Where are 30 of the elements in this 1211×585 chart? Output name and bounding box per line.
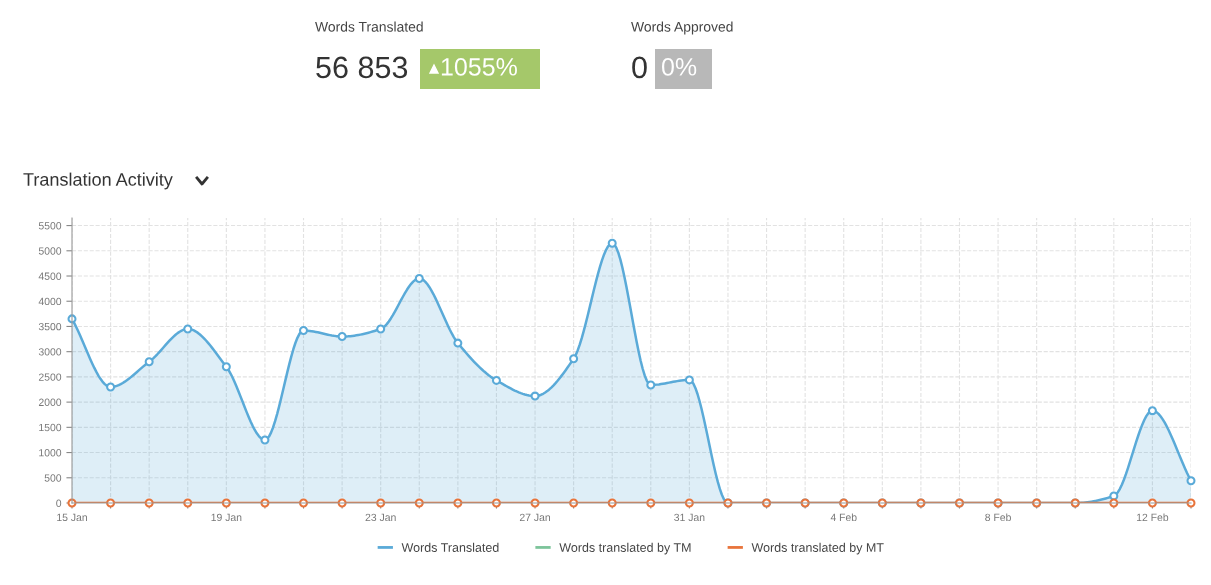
y-tick-label: 1500 — [39, 423, 62, 432]
text: Words Approved — [631, 21, 733, 35]
x-tick-label: 4 Feb — [830, 513, 857, 522]
y-tick-label: 0 — [56, 499, 62, 507]
y-tick-label: 2000 — [38, 398, 62, 406]
text: 56 853 — [316, 56, 408, 79]
text: Words Translated — [315, 21, 423, 32]
x-tick-label: 23 Jan — [365, 513, 396, 522]
chart-title: Translation Activity — [23, 172, 173, 190]
x-tick-label: 15 Jan — [57, 513, 87, 522]
y-tick-label: 2500 — [38, 373, 62, 381]
y-tick-label: 4500 — [38, 272, 62, 280]
x-tick-label: 31 Jan — [674, 513, 705, 522]
text: 1055% — [441, 58, 517, 76]
legend-label: Words translated by MT — [751, 542, 884, 555]
text: 0% — [661, 58, 697, 76]
legend-label: Words Translated — [401, 542, 499, 552]
x-tick-label: 19 Jan — [211, 513, 242, 522]
x-tick-label: 8 Feb — [985, 513, 1011, 522]
x-tick-label: 27 Jan — [519, 513, 550, 522]
y-tick-label: 3000 — [38, 348, 62, 356]
y-tick-label: 5000 — [38, 247, 62, 255]
y-tick-label: 5500 — [38, 222, 62, 230]
text: 0 — [632, 56, 647, 79]
x-tick-label: 12 Feb — [1136, 513, 1169, 522]
y-tick-label: 500 — [44, 474, 62, 482]
y-tick-label: 4000 — [38, 297, 62, 306]
y-tick-label: 1000 — [39, 449, 62, 457]
y-tick-label: 3500 — [38, 322, 62, 331]
legend-label: Words translated by TM — [559, 542, 691, 555]
